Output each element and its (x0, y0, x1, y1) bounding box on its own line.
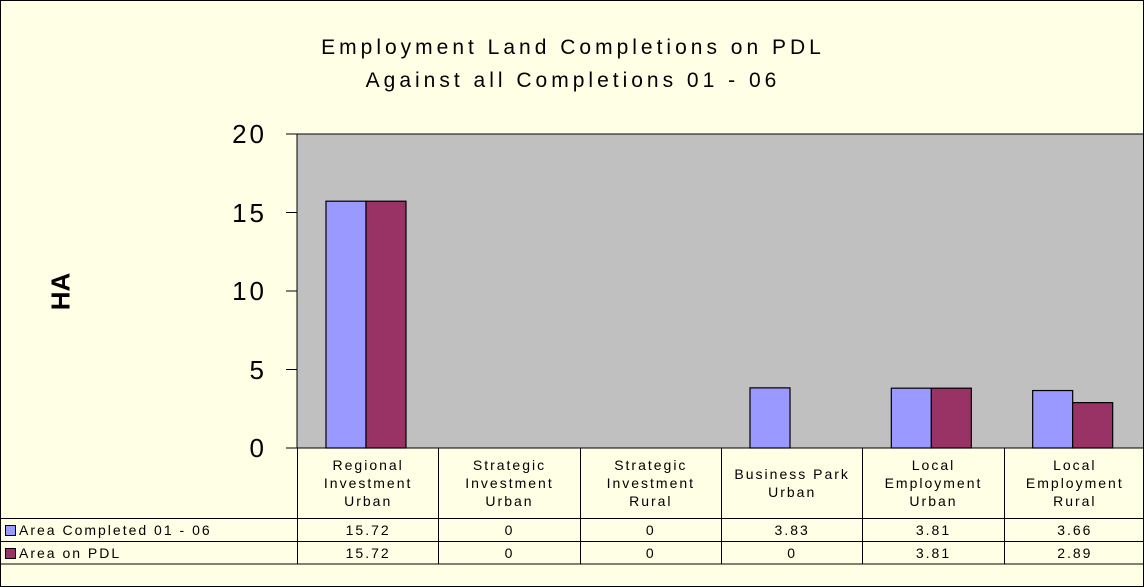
bar (1032, 389, 1074, 449)
table-value: 0 (438, 541, 580, 564)
y-tick-label: 0 (249, 433, 267, 463)
table-value: 2.89 (1003, 541, 1143, 564)
table-value: 0 (579, 518, 721, 541)
category-label: Local Employment Rural (1003, 448, 1143, 518)
y-tick-label: 10 (232, 276, 267, 306)
y-tick-label: 20 (232, 119, 267, 149)
bar (365, 200, 407, 449)
legend-label: Area Completed 01 - 06 (19, 522, 212, 538)
table-value: 15.72 (297, 518, 439, 541)
category-label: Business Park Urban (721, 448, 862, 518)
bar (325, 200, 367, 449)
legend-label: Area on PDL (19, 545, 122, 561)
bar (930, 387, 972, 449)
table-value: 0 (721, 541, 863, 564)
table-value: 3.66 (1003, 518, 1143, 541)
category-label: Regional Investment Urban (297, 448, 438, 518)
category-label: Strategic Investment Urban (438, 448, 579, 518)
y-tick-label: 5 (249, 354, 267, 385)
chart-title: Employment Land Completions on PDL Again… (321, 36, 825, 92)
table-value: 15.72 (297, 541, 439, 564)
plot-area (296, 133, 1143, 449)
legend-entry: Area Completed 01 - 06 (1, 518, 297, 541)
table-value: 3.81 (862, 541, 1004, 564)
legend-entry: Area on PDL (1, 541, 297, 564)
table-value: 0 (438, 518, 580, 541)
category-label: Strategic Investment Rural (579, 448, 721, 518)
bar (1072, 402, 1114, 449)
table-value: 3.81 (862, 518, 1004, 541)
table-value: 0 (579, 541, 721, 564)
category-label: Local Employment Urban (862, 448, 1003, 518)
legend-key (5, 547, 16, 559)
table-value: 3.83 (721, 518, 863, 541)
bar (890, 387, 932, 449)
bar (749, 387, 791, 449)
legend-key (5, 524, 16, 536)
y-tick-label: 15 (232, 197, 267, 228)
